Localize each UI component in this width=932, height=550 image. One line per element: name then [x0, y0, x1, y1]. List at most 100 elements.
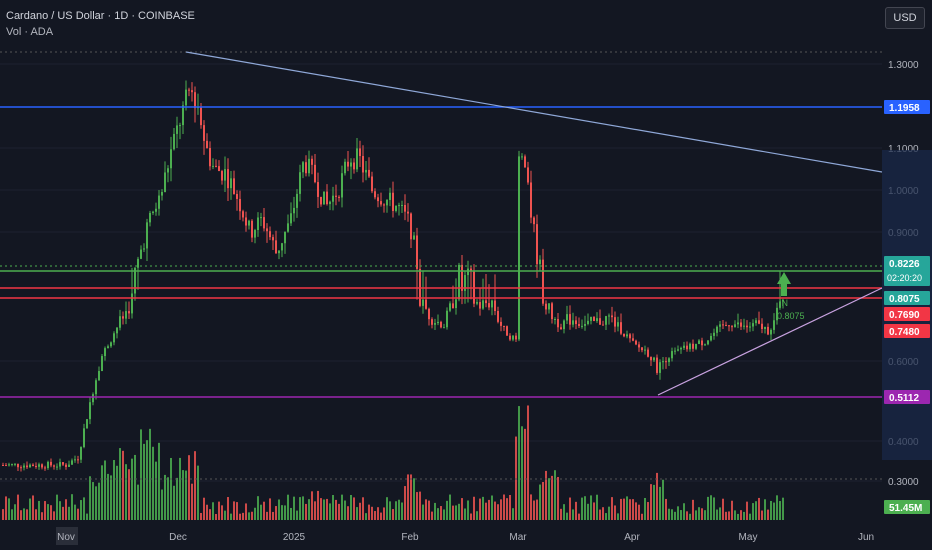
- volume-bar: [191, 483, 193, 520]
- time-tick-label: Feb: [401, 532, 419, 543]
- time-tick-label: Mar: [509, 532, 527, 543]
- volume-bar: [251, 511, 253, 520]
- candle-body: [389, 192, 391, 200]
- volume-bar: [404, 486, 406, 520]
- candle-body: [305, 162, 307, 174]
- candle-body: [5, 465, 7, 467]
- candle-body: [395, 205, 397, 211]
- candle-body: [101, 356, 103, 372]
- volume-bar: [362, 497, 364, 520]
- candle-body: [368, 169, 370, 177]
- volume-bar: [524, 428, 526, 520]
- volume-bar: [323, 499, 325, 520]
- candle-body: [461, 264, 463, 291]
- volume-bar: [332, 495, 334, 520]
- volume-bar: [419, 491, 421, 520]
- volume-bar: [143, 443, 145, 520]
- candle-body: [260, 217, 262, 219]
- candle-body: [371, 176, 373, 192]
- volume-bar: [452, 505, 454, 520]
- candle-body: [434, 323, 436, 325]
- price-tag: 1.1958: [884, 100, 930, 114]
- candle-body: [149, 212, 151, 223]
- volume-bar: [479, 498, 481, 520]
- candle-body: [644, 349, 646, 351]
- candle-body: [86, 419, 88, 429]
- price-tick-label: 1.3000: [888, 60, 919, 71]
- volume-bar: [308, 499, 310, 520]
- volume-bar: [371, 506, 373, 520]
- volume-bar: [608, 506, 610, 520]
- volume-bar: [350, 495, 352, 520]
- candle-body: [506, 326, 508, 336]
- price-tag: 51.45M: [884, 500, 930, 514]
- candle-body: [464, 275, 466, 291]
- volume-bar: [14, 504, 16, 520]
- volume-bar: [164, 474, 166, 520]
- volume-bar: [716, 509, 718, 520]
- symbol-title[interactable]: Cardano / US Dollar · 1D · COINBASE: [6, 10, 195, 22]
- volume-bar: [656, 472, 658, 520]
- candle-body: [458, 264, 460, 300]
- candle-body: [521, 156, 523, 158]
- candle-body: [518, 156, 520, 340]
- candle-body: [167, 168, 169, 173]
- candle-body: [47, 461, 49, 469]
- candle-body: [509, 335, 511, 340]
- volume-bar: [89, 476, 91, 520]
- candle-body: [59, 462, 61, 467]
- volume-bar: [566, 512, 568, 520]
- currency-button[interactable]: USD: [885, 7, 925, 29]
- volume-bar: [356, 507, 358, 520]
- candle-body: [311, 158, 313, 165]
- volume-bar: [2, 509, 4, 520]
- volume-bar: [281, 505, 283, 520]
- candle-body: [608, 315, 610, 317]
- candle-body: [713, 332, 715, 336]
- volume-bar: [119, 448, 121, 520]
- volume-bar: [47, 504, 49, 520]
- candle-body: [512, 335, 514, 340]
- volume-bar: [365, 513, 367, 520]
- candle-body: [188, 89, 190, 91]
- volume-bar: [131, 458, 133, 520]
- volume-bar: [380, 512, 382, 520]
- volume-bar: [65, 499, 67, 520]
- candle-body: [677, 349, 679, 351]
- candle-body: [689, 343, 691, 350]
- chart-legend: Cardano / US Dollar · 1D · COINBASE Vol …: [6, 8, 195, 40]
- candle-body: [347, 161, 349, 167]
- volume-bar: [752, 503, 754, 520]
- candle-body: [392, 192, 394, 211]
- volume-bar: [761, 510, 763, 520]
- volume-bar: [320, 498, 322, 520]
- volume-bar: [146, 440, 148, 520]
- candle-body: [542, 259, 544, 304]
- candle-body: [362, 156, 364, 173]
- volume-bar: [23, 508, 25, 520]
- volume-bar: [284, 505, 286, 520]
- volume-bar: [776, 495, 778, 520]
- volume-bar: [272, 511, 274, 520]
- candle-body: [548, 303, 550, 310]
- volume-bar: [218, 501, 220, 520]
- candle-body: [755, 320, 757, 324]
- candle-body: [737, 322, 739, 325]
- volume-bar: [122, 450, 124, 520]
- candle-body: [455, 299, 457, 309]
- volume-bar: [497, 504, 499, 520]
- candle-body: [71, 460, 73, 465]
- volume-bar: [140, 429, 142, 520]
- candle-body: [695, 343, 697, 349]
- volume-bar: [8, 498, 10, 520]
- volume-bar: [278, 499, 280, 520]
- candle-body: [674, 350, 676, 352]
- volume-indicator-label[interactable]: Vol · ADA: [6, 26, 54, 38]
- volume-bar: [677, 506, 679, 520]
- candle-body: [275, 240, 277, 254]
- volume-bar: [689, 513, 691, 520]
- volume-bar: [128, 469, 130, 520]
- candle-body: [590, 316, 592, 321]
- volume-bar: [176, 477, 178, 520]
